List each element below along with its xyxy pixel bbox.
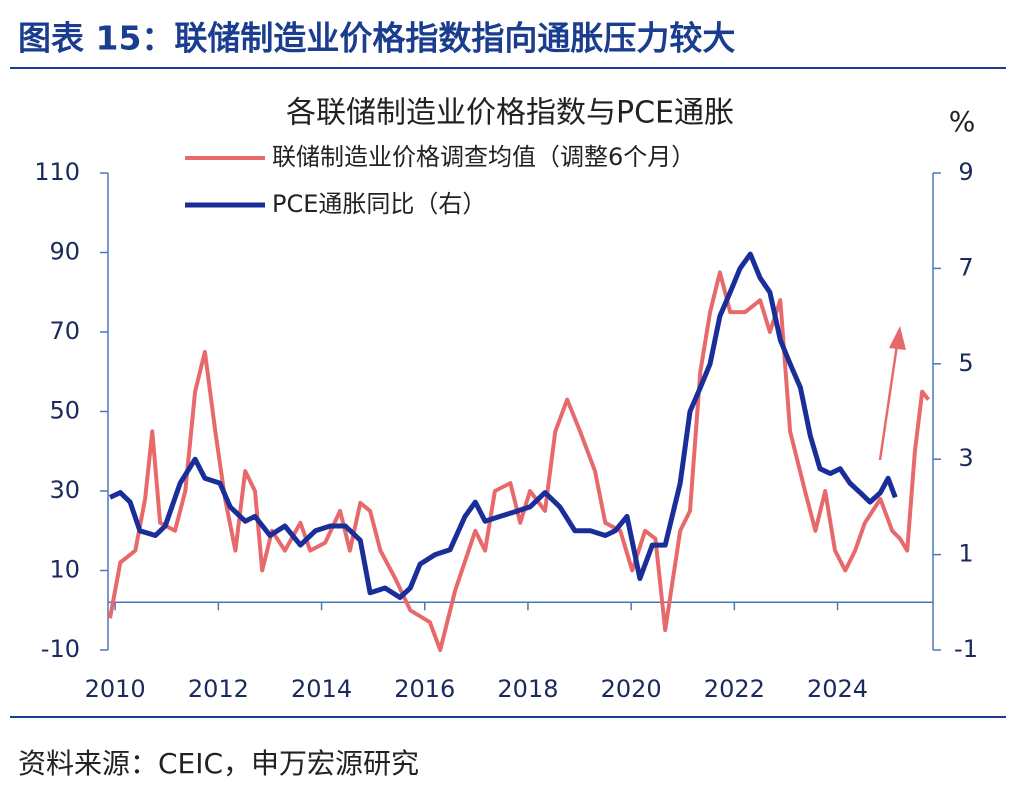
x-tick-label: 2012 xyxy=(188,675,249,703)
legend-label: 联储制造业价格调查均值（调整6个月） xyxy=(272,143,695,171)
x-tick-label: 2016 xyxy=(394,675,455,703)
y-tick-label: 110 xyxy=(34,158,80,186)
series-line xyxy=(108,270,930,652)
y2-tick-label: -1 xyxy=(954,635,978,663)
y2-tick-label: 5 xyxy=(958,349,973,377)
chart-title: 各联储制造业价格指数与PCE通胀 xyxy=(286,96,734,131)
y-tick-label: 10 xyxy=(49,556,80,584)
x-tick-label: 2010 xyxy=(85,675,146,703)
arrow-head xyxy=(889,326,906,350)
source: 资料来源：CEIC，申万宏源研究 xyxy=(18,747,419,780)
series-line xyxy=(108,251,898,600)
y2-tick-label: 1 xyxy=(958,540,973,568)
x-tick-label: 2014 xyxy=(291,675,352,703)
header-title: 图表 15：联储制造业价格指数指向通胀压力较大 xyxy=(18,19,735,58)
x-tick-label: 2024 xyxy=(807,675,868,703)
y2-tick-label: 7 xyxy=(958,253,973,281)
trend-arrow xyxy=(878,344,899,461)
plot: -10 10 30 50 70 90 110 -1 1 3 5 7 9 2010 2012 2014 2016 2… xyxy=(34,143,978,703)
y-tick-label: 30 xyxy=(49,476,80,504)
x-tick-label: 2018 xyxy=(497,675,558,703)
y2-label: % xyxy=(949,105,976,138)
x-tick-label: 2022 xyxy=(704,675,765,703)
legend-label: PCE通胀同比（右） xyxy=(272,190,486,218)
y-tick-label: 90 xyxy=(49,238,80,266)
y2-tick-label: 9 xyxy=(958,158,973,186)
y2-tick-label: 3 xyxy=(958,444,973,472)
y-tick-label: 50 xyxy=(49,397,80,425)
x-tick-label: 2020 xyxy=(601,675,662,703)
y-tick-label: 70 xyxy=(49,317,80,345)
y-tick-label: -10 xyxy=(41,635,80,663)
